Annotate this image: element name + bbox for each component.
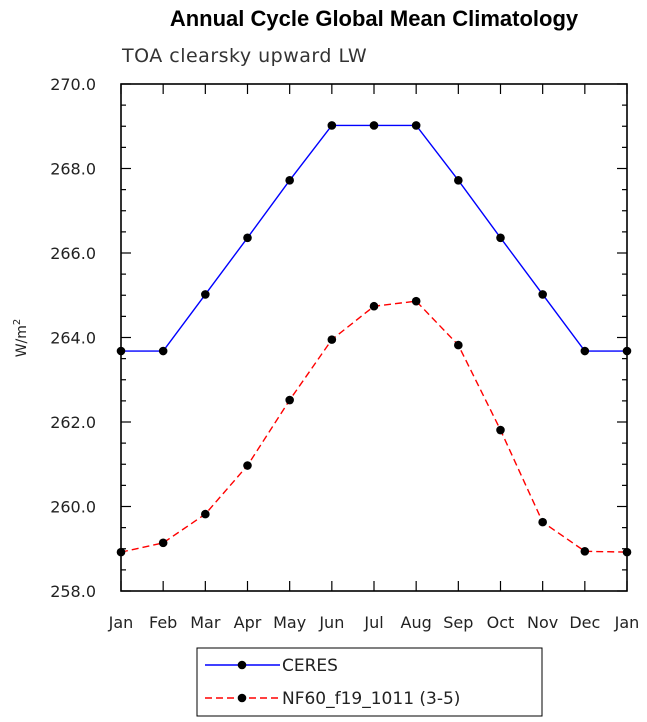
x-tick-label: Jul (363, 613, 383, 632)
series-1-point (411, 121, 421, 130)
x-tick-label: Feb (149, 613, 177, 632)
series-1-point (369, 121, 379, 130)
series-1-point (158, 346, 168, 356)
chart-title: Annual Cycle Global Mean Climatology (170, 6, 579, 31)
x-tick-label: Mar (190, 613, 221, 632)
series-1-point (243, 233, 252, 243)
y-axis-label-superscript: 2 (12, 319, 23, 325)
series-1-point (496, 233, 505, 243)
chart-subtitle: TOA clearsky upward LW (121, 45, 367, 67)
legend: CERES NF60_f19_1011 (3-5) (196, 647, 543, 717)
series-2-point (116, 547, 126, 557)
series-2-point (454, 340, 463, 350)
y-tick-label: 258.0 (50, 582, 96, 601)
plot-frame (120, 83, 628, 592)
legend-box (196, 647, 543, 717)
series-1-point (327, 121, 337, 130)
series-2-point (243, 461, 252, 470)
y-tick-label: 264.0 (50, 329, 96, 348)
series-2-point (622, 547, 632, 557)
series-1-point (580, 346, 590, 356)
series-1-point (454, 176, 463, 185)
series-line-2 (120, 300, 628, 553)
legend-label-1: CERES (282, 656, 338, 676)
x-tick-label: Oct (487, 613, 515, 632)
x-tick-label: Aug (401, 613, 432, 632)
series-2-point (201, 509, 210, 519)
series-2-point (327, 335, 337, 344)
legend-marker-1 (237, 660, 247, 670)
series-1-point (116, 346, 126, 356)
series-1-point (622, 346, 632, 356)
series-line-1 (121, 124, 627, 352)
x-tick-label: May (273, 613, 306, 632)
series-2-point (580, 546, 590, 556)
legend-marker-2 (237, 693, 247, 703)
series-2-point (158, 538, 168, 548)
series-1-point (201, 290, 210, 299)
y-tick-label: 266.0 (50, 244, 96, 263)
series-1-point (285, 176, 294, 185)
y-tick-label: 268.0 (50, 160, 96, 179)
x-tick-label: Jan (614, 613, 640, 632)
series-1-point (538, 290, 547, 299)
series-2-point (411, 296, 421, 306)
x-tick-label: Dec (569, 613, 600, 632)
legend-label-2: NF60_f19_1011 (3-5) (282, 689, 460, 709)
x-tick-label: Sep (443, 613, 473, 632)
y-axis-label-base: W/m (14, 325, 30, 357)
x-tick-label: Jan (108, 613, 134, 632)
x-tick-label: Apr (234, 613, 262, 632)
series-2-point (496, 425, 505, 435)
svg-text:W/m2: W/m2 (12, 319, 30, 358)
series-2-point (369, 301, 379, 311)
y-tick-label: 270.0 (50, 75, 96, 94)
x-tick-label: Nov (527, 613, 558, 632)
series-2-point (538, 517, 547, 527)
y-axis-label: W/m2 (12, 319, 30, 358)
series-2-point (285, 395, 294, 405)
x-tick-label: Jun (318, 613, 344, 632)
y-tick-label: 260.0 (50, 498, 96, 517)
plot-area: Jan Feb Mar Apr May Jun Jul Aug Sep Oct Nov Dec Jan 2… (50, 75, 639, 632)
y-tick-label: 262.0 (50, 413, 96, 432)
